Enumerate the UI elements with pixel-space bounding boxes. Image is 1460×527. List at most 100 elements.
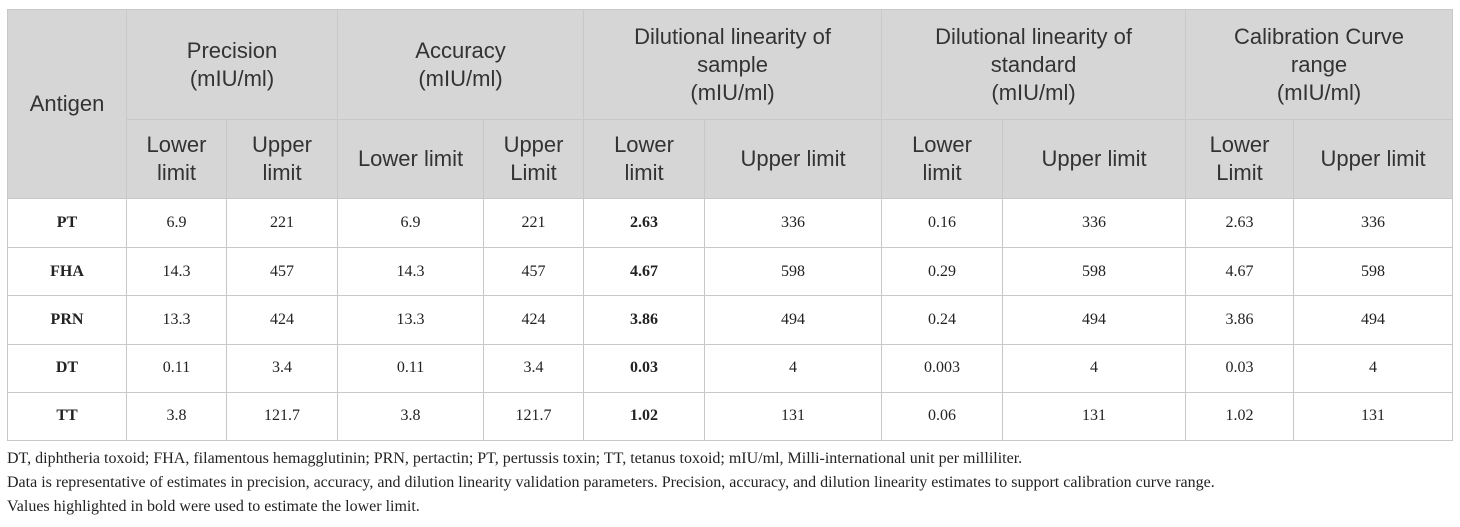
table-row: PRN 13.3 424 13.3 424 3.86 494 0.24 494 3.86 494 (7, 295, 1454, 345)
value-cell: 424 (225, 295, 339, 345)
value-cell: 4 (1002, 343, 1187, 393)
group-header-line: (mIU/ml) (418, 65, 503, 91)
group-header-line: (mIU/ml) (690, 79, 775, 105)
group-header-calibration-range: Calibration Curve range (mIU/ml) (1185, 9, 1454, 120)
value-cell: 457 (483, 247, 585, 297)
table-header: Antigen Precision (mIU/ml) Accuracy (mIU… (7, 9, 1454, 199)
value-cell: 221 (483, 197, 585, 249)
subheader-line: Lower (614, 132, 674, 157)
value-cell: 494 (704, 295, 883, 345)
subheader-line: Upper limit (740, 146, 846, 171)
group-header-line: sample (697, 51, 768, 77)
value-cell: 121.7 (225, 391, 339, 442)
value-cell: 6.9 (337, 197, 485, 249)
table-row: FHA 14.3 457 14.3 457 4.67 598 0.29 598 4.67 598 (7, 247, 1454, 297)
subheader-cell: Upper limit (1002, 119, 1187, 199)
subheader-line: Upper limit (1320, 146, 1426, 171)
value-cell: 14.3 (337, 247, 485, 297)
footnote-description: Data is representative of estimates in p… (7, 474, 1215, 491)
subheader-cell: Lower limit (126, 119, 227, 199)
group-header-line: standard (990, 51, 1077, 77)
value-cell: 0.24 (881, 295, 1004, 345)
value-cell: 3.8 (126, 391, 227, 442)
table-row: PT 6.9 221 6.9 221 2.63 336 0.16 336 2.63 336 (7, 197, 1454, 249)
value-cell: 14.3 (126, 247, 227, 297)
antigen-cell: TT (7, 391, 127, 442)
subheader-line: Lower limit (357, 146, 464, 171)
subheader-line: Upper (252, 132, 312, 157)
subheader-cell: Lower Limit (1185, 119, 1295, 199)
group-header-line: Dilutional linearity of (634, 23, 831, 49)
subheader-line: Lower (912, 132, 972, 157)
group-header-dilution-sample: Dilutional linearity of sample (mIU/ml) (583, 9, 883, 120)
subheader-line: limit (156, 160, 197, 185)
subheader-cell: Lower limit (337, 119, 485, 199)
value-cell: 336 (1002, 197, 1187, 249)
subheader-line: Limit (510, 160, 557, 185)
value-cell: 4.67 (583, 247, 706, 297)
value-cell: 4 (1293, 343, 1454, 393)
subheader-line: limit (922, 160, 962, 185)
value-cell: 121.7 (483, 391, 585, 442)
table-body: PT 6.9 221 6.9 221 2.63 336 0.16 336 2.63 336 FHA 14… (7, 197, 1454, 442)
group-header-line: Calibration Curve (1234, 23, 1405, 49)
value-cell: 6.9 (126, 197, 227, 249)
value-cell: 13.3 (126, 295, 227, 345)
value-cell: 1.02 (583, 391, 706, 442)
group-header-line: range (1290, 51, 1348, 77)
group-header-dilution-standard: Dilutional linearity of standard (mIU/ml… (881, 9, 1187, 120)
value-cell: 0.11 (126, 343, 227, 393)
subheader-line: Lower (1209, 132, 1270, 157)
subheader-line: Upper (503, 132, 564, 157)
value-cell: 221 (225, 197, 339, 249)
value-cell: 494 (1293, 295, 1454, 345)
table-row: DT 0.11 3.4 0.11 3.4 0.03 4 0.003 4 0.03 4 (7, 343, 1454, 393)
value-cell: 2.63 (583, 197, 706, 249)
value-cell: 13.3 (337, 295, 485, 345)
value-cell: 598 (704, 247, 883, 297)
group-header-line: Accuracy (415, 37, 506, 63)
value-cell: 2.63 (1185, 197, 1295, 249)
value-cell: 0.03 (583, 343, 706, 393)
value-cell: 131 (1002, 391, 1187, 442)
group-header-line: Dilutional linearity of (935, 23, 1132, 49)
value-cell: 0.06 (881, 391, 1004, 442)
value-cell: 0.03 (1185, 343, 1295, 393)
value-cell: 424 (483, 295, 585, 345)
value-cell: 3.8 (337, 391, 485, 442)
subheader-cell: Upper limit (704, 119, 883, 199)
group-header-line: (mIU/ml) (991, 79, 1076, 105)
subheader-line: Upper limit (1041, 146, 1147, 171)
group-header-line: Precision (186, 37, 278, 63)
value-cell: 0.29 (881, 247, 1004, 297)
antigen-header: Antigen (7, 9, 127, 199)
table-row: TT 3.8 121.7 3.8 121.7 1.02 131 0.06 131 1.02 131 (7, 391, 1454, 442)
value-cell: 4 (704, 343, 883, 393)
subheader-line: limit (262, 160, 302, 185)
value-cell: 3.4 (483, 343, 585, 393)
value-cell: 0.11 (337, 343, 485, 393)
value-cell: 598 (1002, 247, 1187, 297)
value-cell: 3.86 (583, 295, 706, 345)
value-cell: 3.4 (225, 343, 339, 393)
value-cell: 131 (1293, 391, 1454, 442)
group-header-line: (mIU/ml) (1276, 79, 1362, 105)
subheader-line: Limit (1216, 160, 1263, 185)
subheader-cell: Lower limit (583, 119, 706, 199)
subheader-cell: Upper Limit (483, 119, 585, 199)
antigen-cell: DT (7, 343, 127, 393)
antigen-cell: PRN (7, 295, 127, 345)
validation-table: Antigen Precision (mIU/ml) Accuracy (mIU… (7, 9, 1454, 442)
value-cell: 336 (704, 197, 883, 249)
subheader-cell: Lower limit (881, 119, 1004, 199)
value-cell: 494 (1002, 295, 1187, 345)
value-cell: 336 (1293, 197, 1454, 249)
subheader-line: Lower (146, 132, 207, 157)
footnote-bold-note: Values highlighted in bold were used to … (7, 498, 420, 515)
value-cell: 0.003 (881, 343, 1004, 393)
subheader-cell: Upper limit (225, 119, 339, 199)
group-header-line: (mIU/ml) (189, 65, 275, 91)
antigen-cell: FHA (7, 247, 127, 297)
antigen-cell: PT (7, 197, 127, 249)
value-cell: 1.02 (1185, 391, 1295, 442)
